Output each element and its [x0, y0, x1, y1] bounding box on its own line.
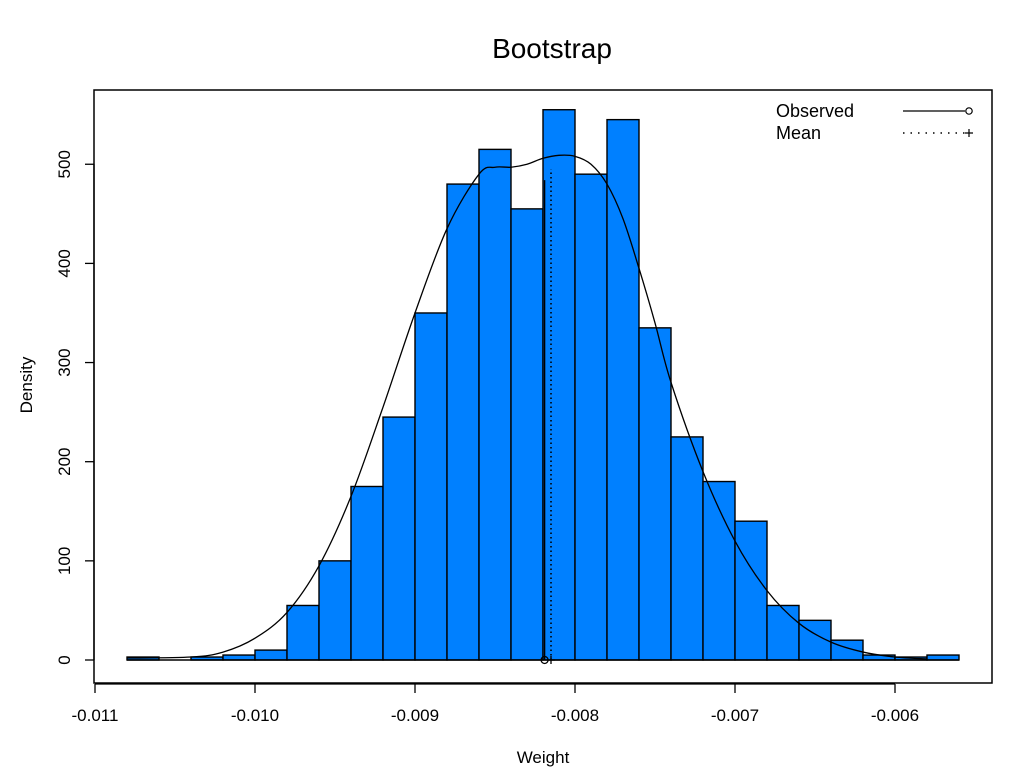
histogram-bar-18: [702, 480, 736, 661]
histogram-bar-15: [606, 118, 640, 661]
legend-label-observed: Observed: [776, 101, 854, 121]
legend-plus-marker: [965, 129, 973, 137]
histogram-bar-10: [446, 183, 480, 661]
histogram-bar-9: [414, 312, 448, 661]
histogram-bar-13: [542, 109, 576, 661]
histogram-bar-3: [222, 654, 256, 661]
x-tick-label-2: -0.009: [391, 706, 439, 725]
observed-mean-markers: [540, 169, 555, 665]
x-tick-label-3: -0.008: [551, 706, 599, 725]
histogram-bar-4: [254, 649, 288, 661]
histogram-bar-19: [734, 520, 768, 661]
histogram-bar-22: [830, 639, 864, 661]
x-axis-label: Weight: [517, 748, 570, 767]
legend-label-mean: Mean: [776, 123, 821, 143]
histogram-bar-16: [638, 327, 672, 661]
chart-title: Bootstrap: [492, 33, 612, 64]
histogram-bar-7: [350, 485, 384, 661]
x-axis: -0.011 -0.010 -0.009 -0.008 -0.007 -0.006: [72, 683, 919, 725]
y-tick-label-2: 200: [55, 448, 74, 476]
x-tick-label-0: -0.011: [72, 706, 119, 725]
legend-circle-marker: [965, 107, 973, 115]
x-tick-label-1: -0.010: [231, 706, 279, 725]
y-tick-label-3: 300: [55, 348, 74, 376]
histogram-bar-23: [862, 654, 896, 661]
y-tick-label-4: 400: [55, 249, 74, 277]
histogram-bar-25: [926, 654, 960, 661]
x-tick-label-4: -0.007: [711, 706, 759, 725]
histogram-bar-17: [670, 436, 704, 661]
histogram-bar-11: [478, 148, 512, 661]
histogram-bars: [126, 109, 960, 661]
histogram-bar-8: [382, 416, 416, 661]
y-tick-label-1: 100: [55, 547, 74, 575]
y-tick-label-5: 500: [55, 150, 74, 178]
y-axis: 0 100 200 300 400 500: [55, 150, 95, 665]
density-curve-layer: [126, 154, 928, 660]
density-curve: [126, 154, 928, 660]
histogram-bar-6: [318, 560, 352, 661]
histogram-bar-14: [574, 173, 608, 661]
histogram-bar-20: [766, 604, 800, 661]
y-axis-label: Density: [17, 356, 36, 413]
histogram-bar-5: [286, 604, 320, 661]
y-tick-label-0: 0: [55, 655, 74, 664]
mean-marker: [547, 656, 555, 664]
histogram-bar-12: [510, 208, 544, 661]
x-tick-label-5: -0.006: [871, 706, 919, 725]
